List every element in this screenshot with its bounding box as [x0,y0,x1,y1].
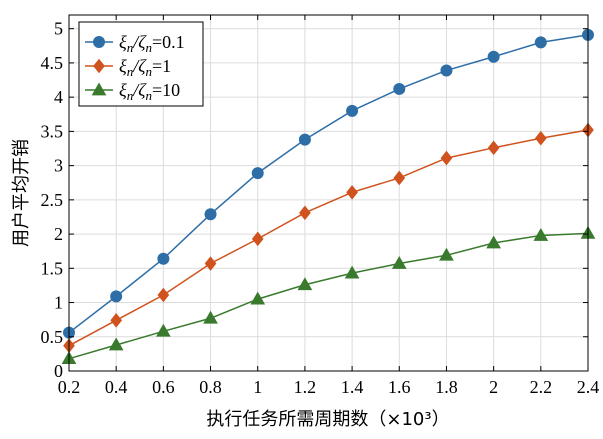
data-point [156,323,171,337]
data-point [393,170,406,186]
y-tick-label: 2 [54,224,63,244]
data-point [346,185,358,200]
x-tick-label: 0.4 [105,377,128,397]
data-point [110,290,123,303]
x-tick-label: 0.2 [58,377,81,397]
y-tick-label: 2.5 [41,190,64,210]
data-point [298,133,311,146]
y-tick-label: 3 [54,156,63,176]
data-point [251,231,264,247]
data-point [204,208,217,221]
legend-item: ξn/ζn=1 [85,56,171,79]
x-tick-label: 1.4 [341,377,364,397]
data-point [346,104,359,117]
y-tick-label: 1.5 [41,258,64,278]
x-tick-label: 1.2 [294,377,317,397]
axis-ticks: 0.2 0.4 0.6 0.8 1 1.2 1.4 1.6 1.8 2 2.2 2.4 0 0.5 1 1.5… [41,15,600,397]
legend-marker [93,36,105,48]
legend-label: ξn/ζn=10 [119,80,180,103]
y-tick-label: 1 [54,293,63,313]
legend-marker [93,58,105,74]
data-point [393,82,406,95]
series-line [68,34,589,334]
legend-item: ξn/ζn=10 [85,80,180,103]
data-point [486,235,501,249]
legend: ξn/ζn=0.1ξn/ζn=1ξn/ζn=10 [78,21,204,107]
x-tick-label: 2.4 [577,377,600,397]
data-point [299,205,311,221]
series-line [68,129,589,347]
x-tick-label: 1 [253,377,262,397]
plot-frame [68,14,589,372]
data-point [344,265,360,279]
series-line [68,232,589,360]
data-point [534,130,547,146]
y-tick-label: 5 [54,19,63,39]
legend-label: ξn/ζn=1 [119,56,171,79]
data-point [487,140,500,156]
data-point [110,313,123,328]
data-point [439,247,454,261]
x-tick-label: 0.8 [199,377,222,397]
y-tick-label: 3.5 [41,121,64,141]
x-axis-title: 执行任务所需周期数（×10³） [206,409,449,430]
x-tick-label: 2 [489,377,498,397]
x-tick-label: 1.6 [388,377,411,397]
series-2 [61,225,596,365]
data-point [250,291,266,305]
x-tick-label: 2.2 [530,377,553,397]
data-point [391,256,407,269]
data-point [108,337,124,351]
data-point [297,277,313,291]
data-point [157,287,170,303]
data-point [157,252,170,265]
y-tick-label: 4.5 [41,53,64,73]
y-tick-label: 0 [54,361,63,381]
data-point [534,36,547,49]
series-1 [63,122,594,353]
data-point [440,150,453,166]
y-axis-title: 用户平均开销 [11,139,32,247]
legend-item: ξn/ζn=0.1 [85,32,185,55]
data-point [204,256,217,271]
y-tick-label: 4 [54,87,63,107]
x-tick-label: 1.8 [435,377,458,397]
y-tick-label: 0.5 [41,327,64,347]
data-point [251,167,264,180]
data-point [440,64,453,77]
legend-label: ξn/ζn=0.1 [119,32,185,55]
x-tick-label: 0.6 [152,377,175,397]
data-point [533,227,549,241]
legend-marker [91,82,107,96]
data-point [487,50,500,63]
data-point [203,310,218,324]
